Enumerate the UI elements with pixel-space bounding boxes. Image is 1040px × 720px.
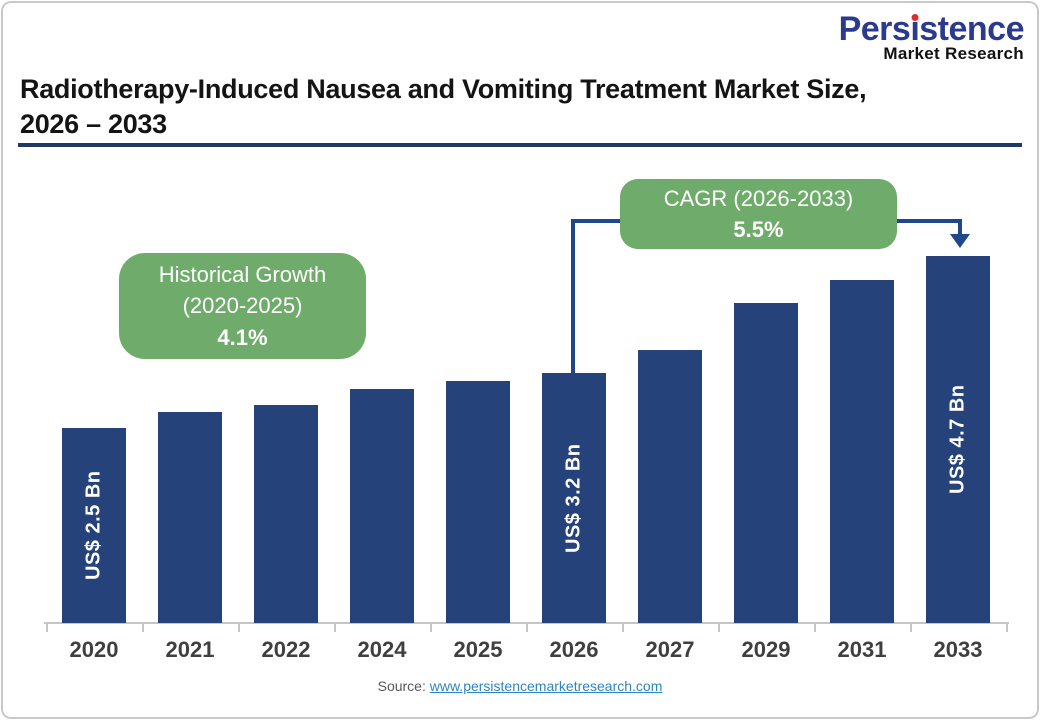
bar-2029	[734, 303, 798, 623]
bar-2031	[830, 280, 894, 623]
x-axis-tick	[1006, 622, 1008, 632]
historical-growth-value: 4.1%	[217, 324, 268, 350]
cagr-value: 5.5%	[733, 217, 784, 242]
historical-growth-line2: (2020-2025)	[182, 293, 303, 319]
connector-arrowhead-icon	[950, 234, 970, 248]
source-label: Source:	[377, 678, 426, 694]
x-axis-tick	[910, 622, 912, 632]
x-axis-tick	[238, 622, 240, 632]
bar-2021	[158, 412, 222, 623]
bar-2024	[350, 389, 414, 623]
logo-red-dot-i: ı	[910, 10, 920, 48]
x-axis-tick	[142, 622, 144, 632]
logo-brand-post: stence	[919, 10, 1024, 48]
x-axis-tick	[430, 622, 432, 632]
x-axis-tick	[46, 622, 48, 632]
bar-2022	[254, 405, 318, 623]
x-axis-tick	[814, 622, 816, 632]
x-axis-tick	[718, 622, 720, 632]
x-axis-label-2026: 2026	[549, 637, 599, 662]
bar-value-label-2033: US$ 4.7 Bn	[946, 384, 969, 495]
x-axis-label-2021: 2021	[165, 637, 215, 662]
bar-2020: US$ 2.5 Bn	[62, 428, 126, 623]
x-axis-tick	[526, 622, 528, 632]
logo-subtitle: Market Research	[883, 44, 1024, 63]
page-title-line1: Radiotherapy-Induced Nausea and Vomiting…	[20, 74, 867, 104]
cagr-callout: CAGR (2026-2033) 5.5%	[620, 179, 897, 249]
x-axis-label-2027: 2027	[645, 637, 695, 662]
x-axis-label-2022: 2022	[261, 637, 311, 662]
logo-brand-text: Persıstence	[838, 10, 1025, 48]
x-axis-label-2024: 2024	[357, 637, 407, 662]
historical-growth-line1: Historical Growth	[158, 262, 327, 288]
x-axis-label-2033: 2033	[933, 637, 983, 662]
connector-vertical-2026	[571, 219, 575, 375]
logo-brand-pre: Pers	[838, 10, 911, 48]
bar-2025	[446, 381, 510, 623]
page-title-line2: 2026 – 2033	[20, 109, 167, 140]
persistence-logo: Persıstence Market Research	[838, 10, 1025, 63]
source-link[interactable]: www.persistencemarketresearch.com	[429, 678, 663, 694]
bar-value-label-2020: US$ 2.5 Bn	[82, 470, 105, 581]
bar-2027	[638, 350, 702, 623]
page-title: Radiotherapy-Induced Nausea and Vomiting…	[20, 72, 1020, 142]
source-line: Source: www.persistencemarketresearch.co…	[0, 678, 1040, 694]
x-axis-label-2025: 2025	[453, 637, 503, 662]
cagr-line1: CAGR (2026-2033)	[663, 185, 854, 211]
x-axis-label-2029: 2029	[741, 637, 791, 662]
bar-2026: US$ 3.2 Bn	[542, 373, 606, 623]
historical-growth-callout: Historical Growth (2020-2025) 4.1%	[119, 253, 366, 359]
x-axis-tick	[334, 622, 336, 632]
x-axis-label-2031: 2031	[837, 637, 887, 662]
connector-arrow-stem	[958, 219, 962, 236]
bar-2033: US$ 4.7 Bn	[926, 256, 990, 623]
title-underline	[18, 143, 1022, 147]
x-axis-tick	[622, 622, 624, 632]
bar-value-label-2026: US$ 3.2 Bn	[562, 443, 585, 553]
x-axis-label-2020: 2020	[69, 637, 119, 662]
